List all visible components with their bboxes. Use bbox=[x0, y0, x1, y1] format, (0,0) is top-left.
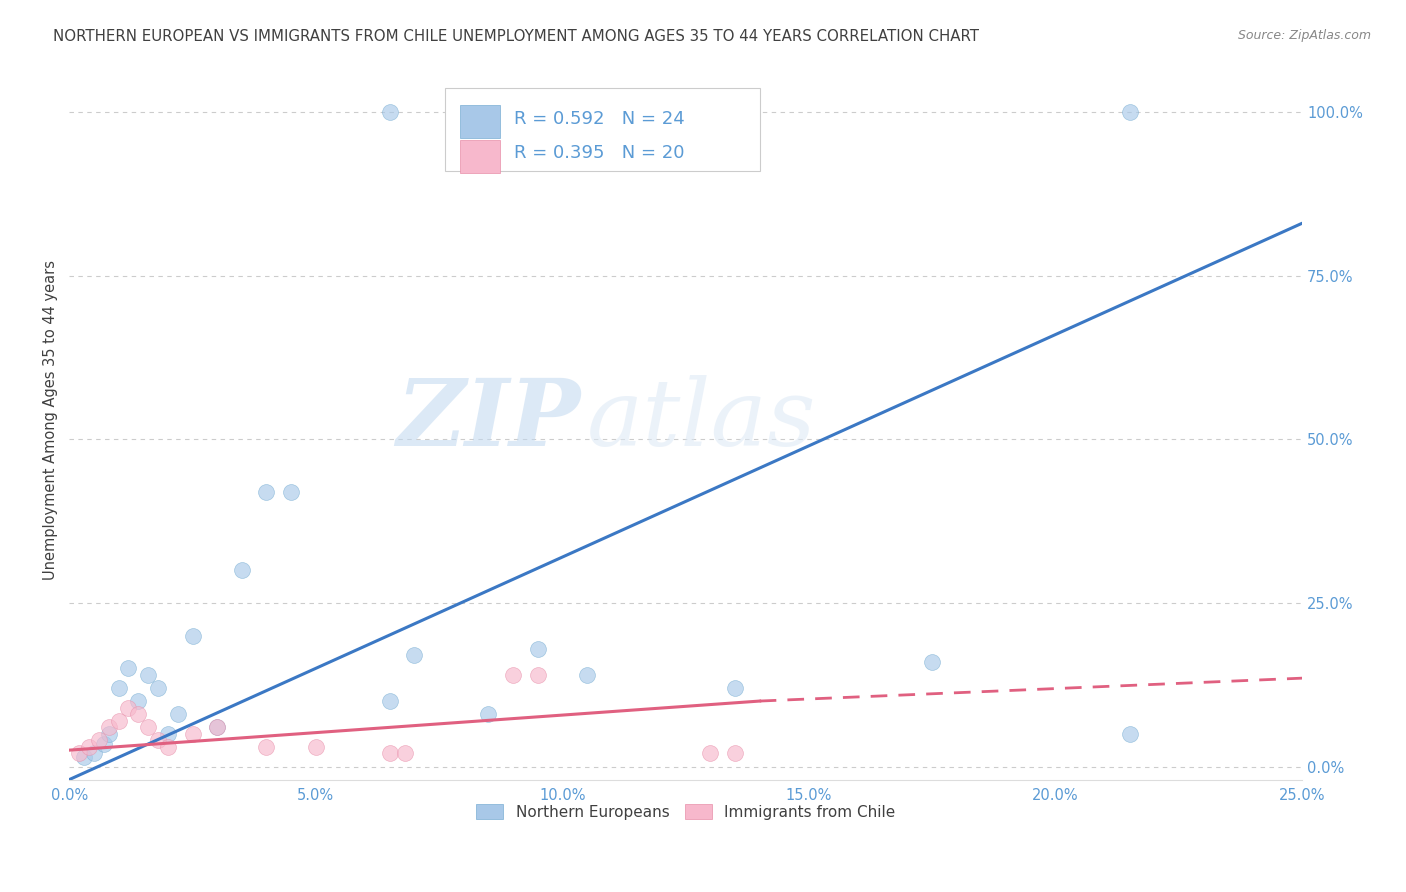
Point bbox=[231, 563, 253, 577]
Point bbox=[127, 707, 149, 722]
FancyBboxPatch shape bbox=[446, 88, 759, 171]
Point bbox=[87, 733, 110, 747]
Point bbox=[526, 641, 548, 656]
Point bbox=[394, 747, 416, 761]
Point bbox=[97, 720, 120, 734]
Point bbox=[93, 737, 115, 751]
Point bbox=[117, 661, 139, 675]
Point bbox=[77, 739, 100, 754]
Point bbox=[305, 739, 328, 754]
Point bbox=[477, 707, 499, 722]
Point bbox=[181, 629, 204, 643]
Legend: Northern Europeans, Immigrants from Chile: Northern Europeans, Immigrants from Chil… bbox=[470, 798, 901, 826]
Point bbox=[83, 747, 105, 761]
FancyBboxPatch shape bbox=[460, 140, 499, 173]
Point bbox=[97, 727, 120, 741]
Point bbox=[117, 700, 139, 714]
Point bbox=[127, 694, 149, 708]
Point bbox=[724, 681, 747, 695]
Point bbox=[404, 648, 426, 663]
Text: R = 0.592   N = 24: R = 0.592 N = 24 bbox=[515, 110, 685, 128]
Point bbox=[256, 484, 278, 499]
Point bbox=[107, 714, 129, 728]
Point bbox=[502, 668, 524, 682]
Point bbox=[205, 720, 228, 734]
Point bbox=[526, 668, 548, 682]
Point bbox=[1118, 727, 1140, 741]
Point bbox=[181, 727, 204, 741]
Point bbox=[146, 733, 169, 747]
Text: ZIP: ZIP bbox=[396, 375, 581, 465]
Point bbox=[136, 720, 159, 734]
Point bbox=[73, 749, 96, 764]
Point bbox=[378, 105, 401, 120]
Point bbox=[156, 727, 179, 741]
Point bbox=[724, 747, 747, 761]
Point bbox=[166, 707, 188, 722]
FancyBboxPatch shape bbox=[460, 105, 499, 138]
Point bbox=[67, 747, 90, 761]
Point bbox=[699, 747, 721, 761]
Point bbox=[146, 681, 169, 695]
Point bbox=[136, 668, 159, 682]
Text: atlas: atlas bbox=[588, 375, 817, 465]
Text: NORTHERN EUROPEAN VS IMMIGRANTS FROM CHILE UNEMPLOYMENT AMONG AGES 35 TO 44 YEAR: NORTHERN EUROPEAN VS IMMIGRANTS FROM CHI… bbox=[53, 29, 980, 44]
Y-axis label: Unemployment Among Ages 35 to 44 years: Unemployment Among Ages 35 to 44 years bbox=[44, 260, 58, 580]
Point bbox=[378, 747, 401, 761]
Point bbox=[378, 694, 401, 708]
Point bbox=[921, 655, 943, 669]
Text: Source: ZipAtlas.com: Source: ZipAtlas.com bbox=[1237, 29, 1371, 42]
Text: R = 0.395   N = 20: R = 0.395 N = 20 bbox=[515, 144, 685, 162]
Point bbox=[156, 739, 179, 754]
Point bbox=[205, 720, 228, 734]
Point bbox=[256, 739, 278, 754]
Point bbox=[280, 484, 302, 499]
Point bbox=[1118, 105, 1140, 120]
Point bbox=[576, 668, 599, 682]
Point bbox=[107, 681, 129, 695]
